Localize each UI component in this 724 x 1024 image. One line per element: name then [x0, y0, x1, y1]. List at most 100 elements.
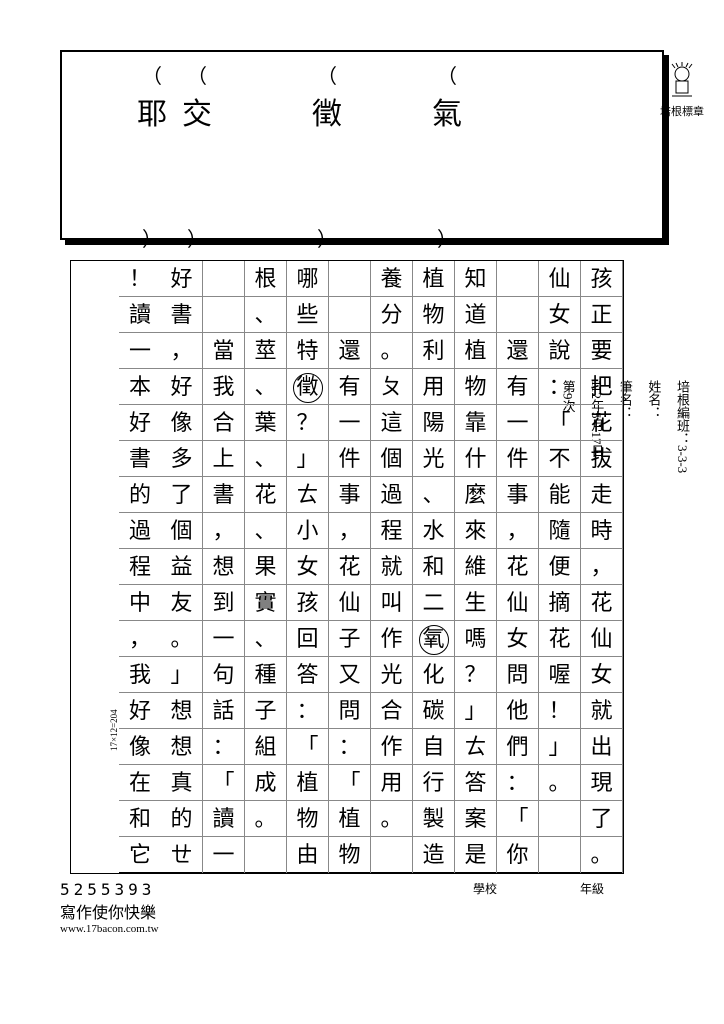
grid-cell: 。 [539, 765, 580, 801]
grid-cell: 、 [245, 369, 286, 405]
grid-cell: 哪 [287, 261, 328, 297]
grid-cell: 「 [287, 729, 328, 765]
grid-cell: 多 [161, 441, 202, 477]
grid-cell: 碳 [413, 693, 454, 729]
grid-cell: 的 [119, 477, 161, 513]
grid-cell: 製 [413, 801, 454, 837]
grid-cell: 正 [581, 297, 622, 333]
grid-column: 仙女說：「不能隨便摘花喔！」。 [539, 261, 581, 873]
grid-column: 哪些特徵？」ㄊ小女孩回答：「植物由 [287, 261, 329, 873]
grid-cell: ㄆ [371, 369, 412, 405]
grid-cell: 本 [119, 369, 161, 405]
grid-cell: 益 [161, 549, 202, 585]
grid-cell: 我 [203, 369, 244, 405]
grid-cell: 陽 [413, 405, 454, 441]
mascot-icon [662, 60, 702, 100]
grid-cell: 花 [539, 621, 580, 657]
grid-cell: 事 [497, 477, 538, 513]
grid-cell: 作 [371, 621, 412, 657]
grid-cell: 、 [413, 477, 454, 513]
grid-cell: ， [161, 333, 202, 369]
grid-cell: 孩 [287, 585, 328, 621]
grid-cell: ： [329, 729, 370, 765]
grid-cell: 用 [413, 369, 454, 405]
grid-cell: 過 [371, 477, 412, 513]
grid-cell: 有 [497, 369, 538, 405]
grid-cell: 維 [455, 549, 496, 585]
grid-cell: 養 [371, 261, 412, 297]
page-footer: 學校 年級 5255393 寫作使你快樂 www.17bacon.com.tw [60, 880, 664, 935]
grid-cell: 「 [203, 765, 244, 801]
grid-cell: 用 [371, 765, 412, 801]
vocab-entry: （交） [182, 60, 212, 252]
grid-column: 知道植物靠什麼來維生嗎？」ㄊ答案是 [455, 261, 497, 873]
grid-cell [203, 297, 244, 333]
grid-cell: ： [203, 729, 244, 765]
grid-column: 還有一件事，花仙子又問：「植物 [329, 261, 371, 873]
grid-cell: 麼 [455, 477, 496, 513]
grid-cell: 來 [455, 513, 496, 549]
grid-cell: ， [329, 513, 370, 549]
vocab-entry: （氣） [432, 60, 462, 252]
grid-cell: ！ [119, 261, 161, 297]
grid-cell: 句 [203, 657, 244, 693]
grid-cell: 女 [539, 297, 580, 333]
grid-cell: 行 [413, 765, 454, 801]
grid-cell: 書 [119, 441, 161, 477]
grid-cell: 隨 [539, 513, 580, 549]
grid-cell: 上 [203, 441, 244, 477]
grid-cell: 是 [455, 837, 496, 873]
grid-cell: 嗎 [455, 621, 496, 657]
grid-cell: 一 [203, 837, 244, 873]
grid-cell: 道 [455, 297, 496, 333]
grid-cell: 案 [455, 801, 496, 837]
grid-cell: ： [497, 765, 538, 801]
grid-cell: 孩 [581, 261, 622, 297]
grid-cell: 化 [413, 657, 454, 693]
grid-cell: 、 [245, 513, 286, 549]
grid-cell: 你 [497, 837, 538, 873]
grid-cell: 的 [161, 801, 202, 837]
grid-cell: ， [203, 513, 244, 549]
grid-cell: 靠 [455, 405, 496, 441]
grid-cell: 植 [287, 765, 328, 801]
grid-cell: 成 [245, 765, 286, 801]
grid-cell: ㄊ [455, 729, 496, 765]
grid-cell: 答 [287, 657, 328, 693]
slogan-text: 寫作使你快樂 [60, 899, 664, 923]
grid-cell: 一 [203, 621, 244, 657]
grid-cell: 分 [371, 297, 412, 333]
grid-dimensions: 17×12=204 [109, 709, 119, 751]
grid-cell: 物 [455, 369, 496, 405]
grid-cell: 就 [371, 549, 412, 585]
grid-cell: 問 [497, 657, 538, 693]
grid-cell: 了 [581, 801, 622, 837]
grid-cell: 」 [161, 657, 202, 693]
grid-cell: 」 [539, 729, 580, 765]
grid-cell: 植 [413, 261, 454, 297]
grid-cell: 「 [329, 765, 370, 801]
grid-cell: 。 [371, 801, 412, 837]
grid-cell [329, 297, 370, 333]
grid-cell: 拔 [581, 441, 622, 477]
grid-cell: 種 [245, 657, 286, 693]
grid-cell: 花 [581, 585, 622, 621]
grid-cell: 、 [245, 621, 286, 657]
grid-cell: 特 [287, 333, 328, 369]
grid-cell [245, 837, 286, 873]
grid-cell: 造 [413, 837, 454, 873]
grid-cell: 葉 [245, 405, 286, 441]
grid-cell: 一 [329, 405, 370, 441]
grid-cell: 花 [581, 405, 622, 441]
grid-cell: 它 [119, 837, 161, 873]
grid-cell: 生 [455, 585, 496, 621]
grid-cell: 想 [161, 693, 202, 729]
grid-cell [539, 801, 580, 837]
grid-cell: 植 [455, 333, 496, 369]
grid-cell: 由 [287, 837, 328, 873]
grid-cell: 些 [287, 297, 328, 333]
grid-cell: 一 [119, 333, 161, 369]
grid-cell: 現 [581, 765, 622, 801]
grid-column: 養分。ㄆ這個過程就叫作光合作用。 [371, 261, 413, 873]
grid-cell: 。 [245, 801, 286, 837]
